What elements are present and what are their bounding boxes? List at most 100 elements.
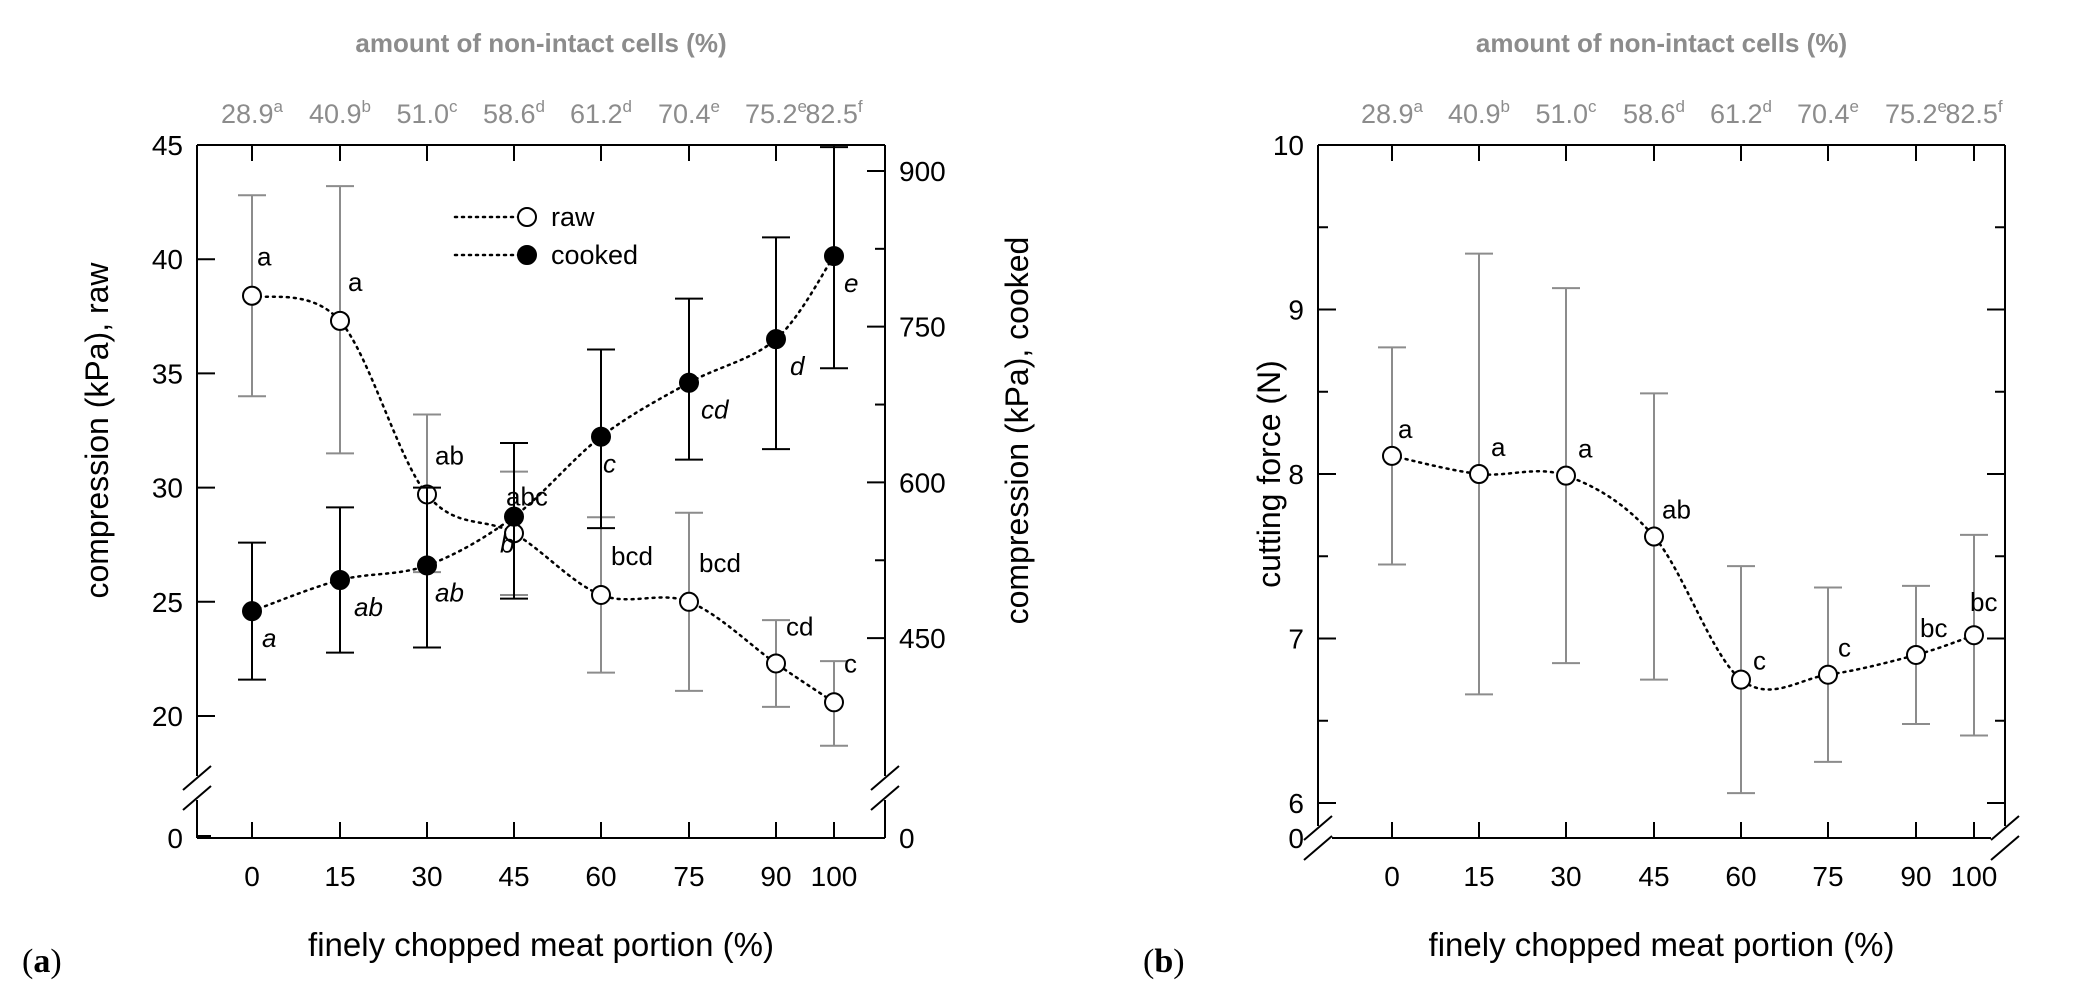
top-tick-label: 75.2e	[745, 97, 807, 129]
top-axis-title: amount of non-intact cells (%)	[355, 28, 726, 58]
y-tick-label: 7	[1288, 624, 1304, 655]
legend-marker	[517, 245, 537, 265]
significance-label: cd	[701, 395, 730, 425]
y-tick-label: 9	[1288, 295, 1304, 326]
series-line	[1390, 454, 1976, 691]
significance-label: a	[1578, 434, 1593, 464]
y-axis-break-gap	[1304, 826, 1332, 850]
data-point	[1556, 465, 1576, 486]
y-tick-label: 20	[152, 701, 183, 732]
data-point	[766, 653, 786, 674]
y2-axis-break-lower	[1990, 835, 2020, 861]
x-tick-label: 15	[1463, 861, 1494, 892]
significance-label: ab	[1662, 495, 1691, 525]
top-tick-label: 58.6d	[483, 97, 545, 129]
top-tick-label: 58.6d	[1623, 97, 1685, 129]
y-tick-label: 45	[152, 130, 183, 161]
data-point	[679, 591, 699, 612]
data-point	[242, 601, 262, 622]
significance-label: a	[1491, 432, 1506, 462]
significance-label: c	[1753, 646, 1766, 676]
data-point	[766, 329, 786, 350]
significance-label: a	[348, 267, 363, 297]
y-tick-label: 6	[1288, 788, 1304, 819]
top-tick-label: 40.9b	[1448, 97, 1510, 129]
y2-axis-break-upper	[870, 765, 900, 791]
panel-label-a: (a)	[22, 943, 62, 980]
top-tick-label: 82.5f	[805, 97, 863, 129]
significance-label: c	[603, 449, 616, 479]
data-point	[242, 285, 262, 306]
y2-tick-label: 750	[899, 312, 946, 343]
x-tick-label: 0	[1384, 861, 1400, 892]
data-point	[1644, 526, 1664, 547]
x-tick-label: 30	[1550, 861, 1581, 892]
y-tick-label: 25	[152, 587, 183, 618]
y2-axis-break-upper	[1990, 815, 2020, 841]
y2-axis-break-lower	[870, 785, 900, 811]
data-point	[1964, 625, 1984, 646]
top-tick-label: 51.0c	[1535, 97, 1597, 129]
y-tick-label: 30	[152, 473, 183, 504]
series-line	[250, 294, 836, 704]
y-axis-title: compression (kPa), raw	[79, 262, 115, 599]
significance-label: d	[790, 351, 806, 381]
top-tick-label: 70.4e	[1797, 97, 1859, 129]
data-point	[417, 555, 437, 576]
significance-label: abc	[506, 481, 548, 511]
x-axis-title: finely chopped meat portion (%)	[1429, 926, 1895, 963]
x-tick-label: 30	[411, 861, 442, 892]
data-point	[504, 506, 524, 527]
x-tick-label: 90	[760, 861, 791, 892]
data-point	[1906, 644, 1926, 665]
x-tick-label: 75	[1812, 861, 1843, 892]
data-point	[330, 569, 350, 590]
data-point	[1818, 664, 1838, 685]
y-axis-break-lower	[1303, 835, 1333, 861]
top-tick-label: 28.9a	[1361, 97, 1424, 129]
y-axis-break-upper	[1303, 815, 1333, 841]
y-break-tick-label: 0	[1288, 823, 1304, 854]
data-point	[824, 692, 844, 713]
y-tick-label: 10	[1273, 130, 1304, 161]
y-axis-break-gap	[183, 776, 211, 800]
legend-entry: raw	[551, 202, 595, 232]
data-point	[1469, 464, 1489, 484]
panel-label-b: (b)	[1143, 943, 1185, 980]
significance-label: a	[1398, 414, 1413, 444]
significance-label: c	[844, 648, 857, 678]
x-tick-label: 15	[324, 861, 355, 892]
y2-tick-label: 900	[899, 156, 946, 187]
data-point	[679, 372, 699, 393]
legend-entry: cooked	[551, 240, 638, 270]
top-tick-label: 75.2e	[1885, 97, 1947, 129]
y2-axis-break-gap	[871, 776, 899, 800]
x-tick-label: 75	[673, 861, 704, 892]
y2-axis-title: compression (kPa), cooked	[999, 237, 1035, 625]
data-point	[824, 246, 844, 267]
data-point	[330, 310, 350, 331]
x-tick-label: 60	[1725, 861, 1756, 892]
significance-label: ab	[354, 592, 383, 622]
data-point	[1382, 445, 1402, 466]
y-tick-label: 35	[152, 358, 183, 389]
significance-label: bcd	[699, 548, 741, 578]
y-tick-label: 40	[152, 244, 183, 275]
x-tick-label: 45	[498, 861, 529, 892]
x-tick-label: 0	[244, 861, 260, 892]
x-tick-label: 100	[1951, 861, 1998, 892]
significance-label: ab	[435, 440, 464, 470]
top-tick-label: 82.5f	[1945, 97, 2003, 129]
significance-label: cd	[786, 611, 813, 641]
y2-axis-break-gap	[1991, 826, 2019, 850]
top-axis-title: amount of non-intact cells (%)	[1476, 28, 1847, 58]
data-point	[591, 426, 611, 447]
significance-label: b	[500, 529, 514, 559]
y-break-tick-label: 0	[167, 823, 183, 854]
data-point	[591, 584, 611, 605]
significance-label: e	[844, 268, 858, 298]
significance-label: bc	[1920, 613, 1947, 643]
y-axis-break-upper	[182, 765, 212, 791]
